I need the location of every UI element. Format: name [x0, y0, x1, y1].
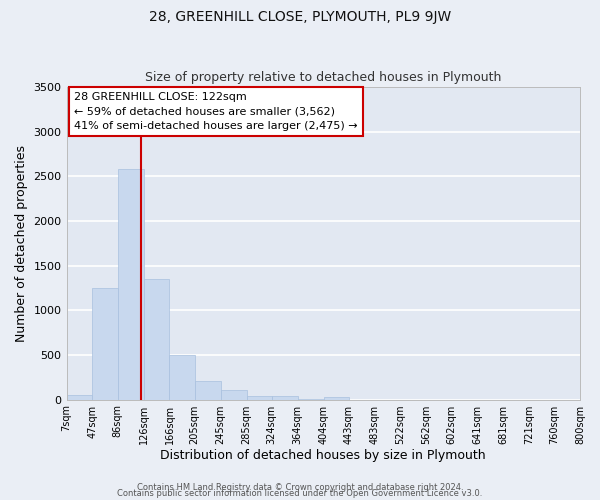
Bar [323, 397, 349, 400]
Bar [221, 390, 247, 400]
Bar [143, 279, 169, 400]
Bar [118, 169, 143, 400]
Bar [169, 355, 195, 400]
Bar [92, 288, 118, 400]
Bar [195, 381, 221, 400]
Bar [247, 396, 272, 400]
X-axis label: Distribution of detached houses by size in Plymouth: Distribution of detached houses by size … [160, 450, 486, 462]
Text: Contains public sector information licensed under the Open Government Licence v3: Contains public sector information licen… [118, 490, 482, 498]
Bar [272, 396, 298, 400]
Y-axis label: Number of detached properties: Number of detached properties [15, 145, 28, 342]
Text: 28, GREENHILL CLOSE, PLYMOUTH, PL9 9JW: 28, GREENHILL CLOSE, PLYMOUTH, PL9 9JW [149, 10, 451, 24]
Text: 28 GREENHILL CLOSE: 122sqm
← 59% of detached houses are smaller (3,562)
41% of s: 28 GREENHILL CLOSE: 122sqm ← 59% of deta… [74, 92, 358, 132]
Bar [67, 395, 92, 400]
Text: Contains HM Land Registry data © Crown copyright and database right 2024.: Contains HM Land Registry data © Crown c… [137, 484, 463, 492]
Title: Size of property relative to detached houses in Plymouth: Size of property relative to detached ho… [145, 72, 502, 85]
